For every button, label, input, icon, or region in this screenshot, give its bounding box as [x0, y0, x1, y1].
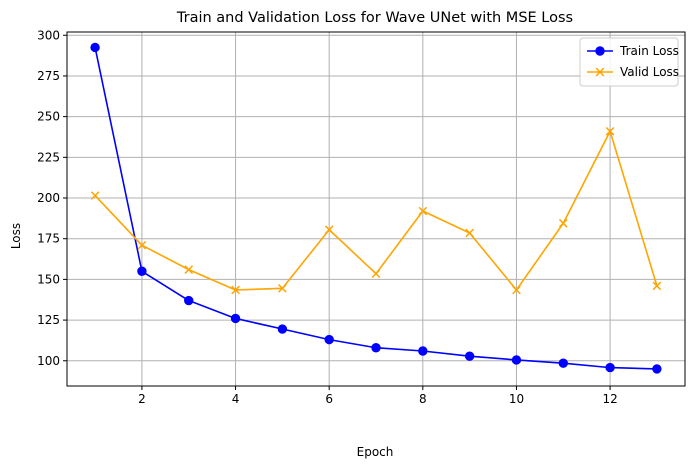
- train-loss-line: [94, 47, 657, 370]
- y-tick-label: 275: [37, 69, 60, 83]
- chart-title: Train and Validation Loss for Wave UNet …: [176, 10, 573, 26]
- y-tick-label: 225: [37, 150, 60, 164]
- valid-loss-point: [558, 218, 568, 228]
- y-axis-label: Loss: [9, 223, 23, 249]
- y-tick-label: 125: [37, 313, 60, 327]
- x-tick-label: 6: [325, 392, 333, 406]
- y-tick-label: 250: [37, 110, 60, 124]
- legend-label-valid-loss: Valid Loss: [620, 65, 679, 79]
- train-loss-point: [371, 343, 381, 353]
- x-axis-label: Epoch: [357, 445, 394, 459]
- train-loss-point: [464, 351, 475, 361]
- x-tick-label: 8: [419, 392, 427, 406]
- valid-loss-point: [90, 191, 100, 200]
- train-loss-point: [605, 362, 615, 373]
- train-loss-point: [324, 334, 334, 345]
- x-tick-label: 10: [509, 392, 524, 406]
- valid-loss-point: [324, 225, 334, 235]
- train-loss-point: [90, 42, 100, 53]
- legend-item-valid-loss: Valid Loss: [587, 65, 679, 79]
- valid-loss-line: [94, 130, 658, 291]
- train-loss-series: [90, 42, 662, 374]
- valid-loss-point: [605, 126, 615, 136]
- x-tick-label: 4: [232, 392, 240, 406]
- train-loss-point: [511, 355, 522, 365]
- y-tick-label: 200: [37, 191, 60, 205]
- valid-loss-point: [465, 228, 474, 238]
- valid-loss-point: [184, 265, 194, 274]
- legend-marker-train-loss: [595, 46, 605, 56]
- valid-loss-point: [418, 206, 428, 216]
- x-tick-label: 12: [602, 392, 617, 406]
- y-tick-label: 175: [37, 232, 60, 246]
- legend-label-train-loss: Train Loss: [619, 44, 679, 58]
- y-tick-label: 300: [37, 28, 60, 42]
- legend-marker-valid-loss: [595, 67, 605, 77]
- train-loss-point: [277, 324, 288, 334]
- train-loss-point: [652, 364, 662, 374]
- plot-frame: [66, 31, 686, 387]
- valid-loss-point: [278, 284, 287, 293]
- valid-loss-point: [231, 285, 240, 295]
- train-loss-point: [184, 295, 194, 306]
- valid-loss-point: [512, 285, 521, 295]
- train-loss-point: [558, 358, 568, 368]
- legend: Train Loss Valid Loss: [579, 37, 679, 87]
- axis-ticks: 2 4 6 8 10 12 100 125 150 175 200 225 250 275 300: [37, 28, 618, 406]
- legend-item-train-loss: Train Loss: [587, 44, 679, 58]
- valid-loss-point: [137, 240, 147, 250]
- valid-loss-point: [371, 269, 381, 279]
- train-loss-point: [418, 346, 428, 356]
- x-tick-label: 2: [138, 392, 146, 406]
- y-tick-label: 100: [37, 354, 60, 368]
- y-tick-label: 150: [37, 272, 60, 286]
- series-layer: [90, 42, 662, 374]
- train-loss-point: [230, 313, 241, 324]
- train-loss-point: [137, 266, 147, 276]
- valid-loss-point: [652, 281, 662, 291]
- valid-loss-series: [90, 126, 662, 295]
